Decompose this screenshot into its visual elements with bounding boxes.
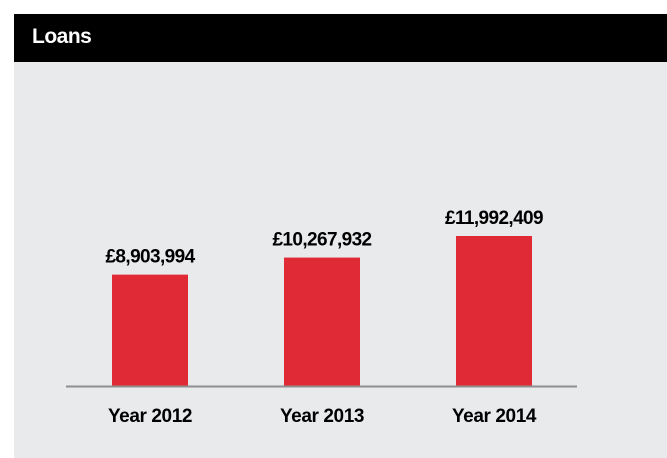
chart-title: Loans — [32, 25, 92, 48]
bars-group — [112, 236, 532, 386]
bar-year-2013 — [284, 257, 360, 386]
bar-year-2014 — [456, 236, 532, 386]
category-label: Year 2013 — [280, 406, 364, 427]
value-label: £8,903,994 — [105, 247, 195, 268]
category-label: Year 2014 — [452, 406, 537, 427]
labels-group: £8,903,994 Year 2012 £10,267,932 Year 2013 £… — [105, 208, 543, 427]
title-bar: Loans — [14, 14, 667, 62]
value-label: £10,267,932 — [272, 230, 371, 251]
category-label: Year 2012 — [108, 406, 192, 427]
bar-year-2012 — [112, 274, 188, 386]
value-label: £11,992,409 — [445, 208, 543, 229]
